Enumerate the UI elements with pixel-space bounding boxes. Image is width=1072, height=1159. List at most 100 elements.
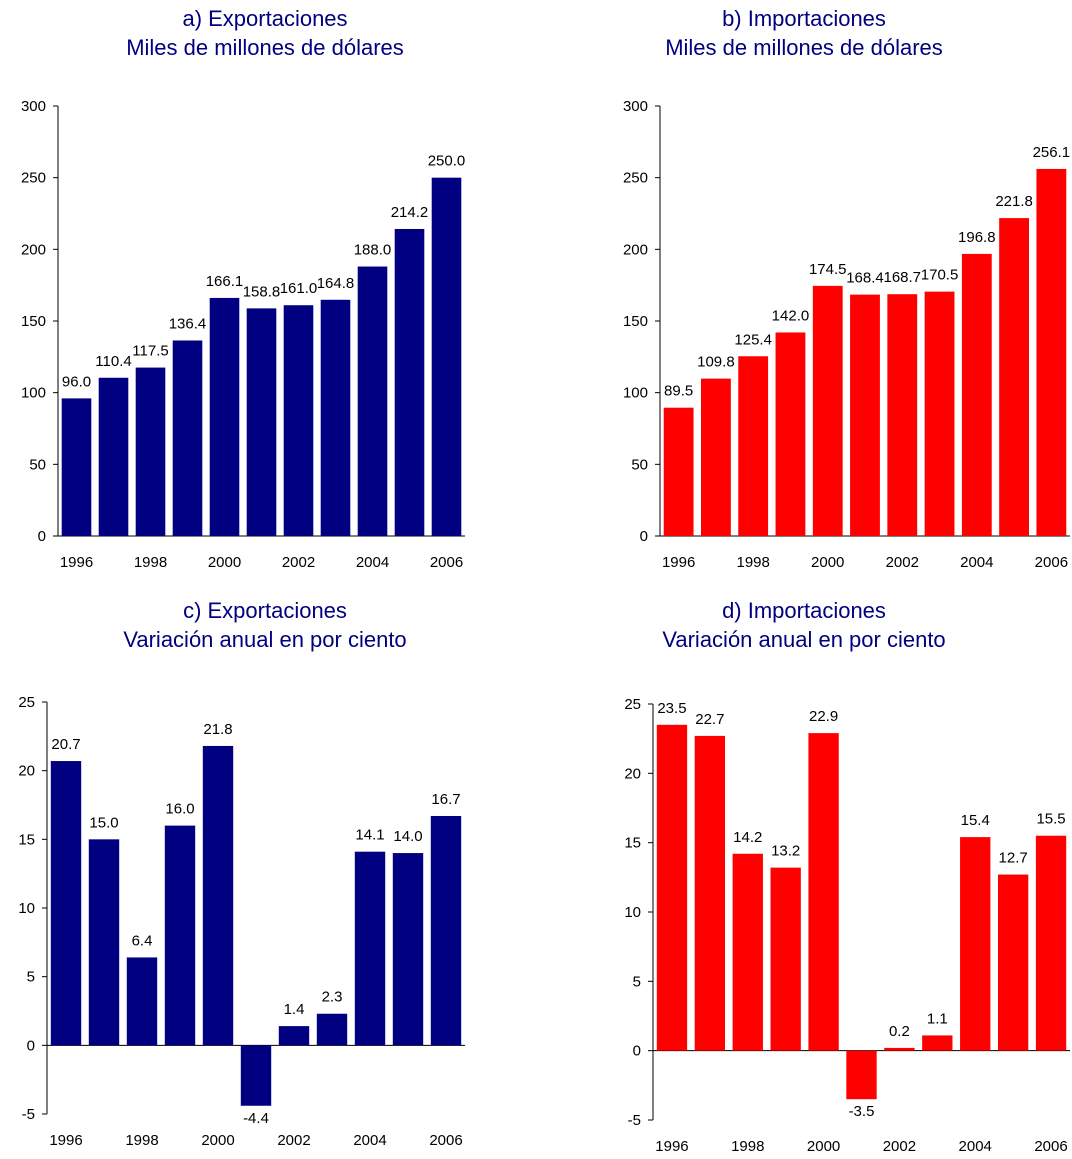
data-label: 174.5 bbox=[809, 261, 847, 278]
y-tick-label: 0 bbox=[633, 1043, 641, 1060]
bar bbox=[357, 266, 388, 536]
data-label: -3.5 bbox=[849, 1103, 875, 1120]
bar bbox=[61, 398, 92, 536]
bar bbox=[850, 294, 880, 536]
y-tick-label: 150 bbox=[21, 313, 46, 330]
data-label: 136.4 bbox=[169, 315, 207, 332]
chart-panel-b: b) Importaciones Miles de millones de dó… bbox=[536, 0, 1072, 590]
y-tick-label: 50 bbox=[29, 456, 46, 473]
bar bbox=[354, 851, 386, 1046]
data-label: 1.4 bbox=[284, 1001, 305, 1018]
bar bbox=[430, 815, 462, 1046]
bar bbox=[320, 299, 351, 536]
bar bbox=[732, 853, 763, 1051]
y-tick-label: 10 bbox=[624, 904, 641, 921]
x-tick-label: 2006 bbox=[1035, 554, 1068, 571]
bar bbox=[924, 291, 955, 536]
bar bbox=[961, 253, 992, 537]
bar bbox=[246, 308, 277, 536]
chart-panel-a: a) Exportaciones Miles de millones de dó… bbox=[0, 0, 530, 590]
bar bbox=[1036, 168, 1067, 536]
chart-title-a: a) Exportaciones bbox=[182, 6, 348, 31]
bar bbox=[997, 874, 1029, 1051]
data-label: 221.8 bbox=[995, 193, 1033, 210]
chart-subtitle-d: Variación anual en por ciento bbox=[662, 627, 946, 652]
data-label: 164.8 bbox=[317, 275, 355, 292]
data-label: 110.4 bbox=[95, 353, 131, 370]
x-tick-label: 2000 bbox=[201, 1132, 234, 1149]
x-tick-label: 2000 bbox=[807, 1138, 840, 1154]
bar bbox=[392, 853, 424, 1046]
bar bbox=[738, 356, 769, 536]
bar bbox=[960, 837, 991, 1051]
bar bbox=[999, 218, 1029, 536]
y-tick-label: 300 bbox=[21, 98, 46, 115]
bar bbox=[846, 1050, 877, 1100]
data-label: 117.5 bbox=[132, 343, 168, 360]
bar bbox=[812, 285, 843, 536]
data-label: 125.4 bbox=[734, 331, 772, 348]
x-tick-label: 2006 bbox=[430, 554, 463, 571]
data-label: 250.0 bbox=[428, 153, 466, 170]
data-label: 16.0 bbox=[165, 801, 194, 818]
data-label: 196.8 bbox=[958, 229, 996, 246]
y-tick-label: 300 bbox=[623, 98, 648, 115]
bar bbox=[884, 1047, 915, 1051]
data-label: 1.1 bbox=[927, 1010, 948, 1027]
x-tick-label: 1998 bbox=[731, 1138, 764, 1154]
x-tick-label: 2004 bbox=[959, 1138, 992, 1154]
data-label: 13.2 bbox=[771, 843, 800, 860]
bar bbox=[887, 294, 918, 536]
data-label: 21.8 bbox=[203, 721, 232, 738]
chart-subtitle-a: Miles de millones de dólares bbox=[126, 35, 404, 60]
y-tick-label: 25 bbox=[624, 696, 641, 713]
bar bbox=[922, 1035, 953, 1051]
y-tick-label: 100 bbox=[21, 385, 46, 402]
y-tick-label: 0 bbox=[640, 528, 648, 545]
y-tick-label: 20 bbox=[18, 763, 35, 780]
y-tick-label: 15 bbox=[624, 835, 641, 852]
bar bbox=[126, 957, 158, 1046]
data-label: 15.4 bbox=[961, 812, 990, 829]
x-tick-label: 2004 bbox=[353, 1132, 386, 1149]
bar bbox=[278, 1026, 310, 1046]
data-label: 22.7 bbox=[695, 711, 724, 728]
bar bbox=[50, 761, 82, 1046]
y-tick-label: -5 bbox=[628, 1112, 641, 1129]
y-tick-label: 200 bbox=[21, 241, 46, 258]
chart-title-b: b) Importaciones bbox=[722, 6, 886, 31]
bar bbox=[316, 1013, 348, 1046]
data-label: 89.5 bbox=[664, 383, 693, 400]
data-label: -4.4 bbox=[243, 1110, 269, 1127]
data-label: 22.9 bbox=[809, 708, 838, 725]
data-label: 14.2 bbox=[733, 829, 762, 846]
y-tick-label: 100 bbox=[623, 385, 648, 402]
data-label: 168.7 bbox=[883, 269, 921, 286]
x-tick-label: 2000 bbox=[811, 554, 844, 571]
chart-title-d: d) Importaciones bbox=[722, 598, 886, 623]
y-tick-label: 150 bbox=[623, 313, 648, 330]
data-label: 20.7 bbox=[51, 736, 80, 753]
data-label: 2.3 bbox=[322, 989, 343, 1006]
y-tick-label: 250 bbox=[21, 170, 46, 187]
x-tick-label: 1998 bbox=[736, 554, 769, 571]
bar bbox=[694, 735, 726, 1051]
data-label: 188.0 bbox=[354, 242, 392, 259]
bar bbox=[394, 228, 425, 537]
bar bbox=[240, 1045, 272, 1106]
chart-title-c: c) Exportaciones bbox=[183, 598, 347, 623]
chart-panel-d: d) Importaciones Variación anual en por … bbox=[536, 590, 1072, 1155]
bar bbox=[431, 177, 462, 536]
data-label: 14.1 bbox=[355, 827, 384, 844]
y-tick-label: 0 bbox=[38, 528, 46, 545]
data-label: 16.7 bbox=[431, 791, 460, 808]
data-label: 166.1 bbox=[206, 273, 244, 290]
data-label: 15.5 bbox=[1036, 811, 1065, 828]
data-label: 158.8 bbox=[243, 283, 281, 300]
x-tick-label: 1996 bbox=[49, 1132, 82, 1149]
data-label: 15.0 bbox=[89, 814, 118, 831]
y-tick-label: 20 bbox=[624, 765, 641, 782]
bar bbox=[172, 340, 203, 536]
